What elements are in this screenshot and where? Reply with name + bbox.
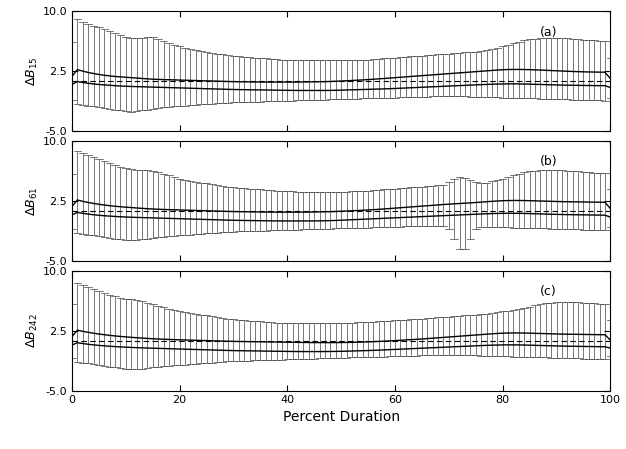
X-axis label: Percent Duration: Percent Duration — [282, 409, 400, 424]
Text: (b): (b) — [540, 155, 558, 168]
Y-axis label: $\Delta B_{15}$: $\Delta B_{15}$ — [24, 57, 39, 86]
Text: (a): (a) — [540, 26, 558, 39]
Y-axis label: $\Delta B_{242}$: $\Delta B_{242}$ — [24, 313, 39, 348]
Y-axis label: $\Delta B_{61}$: $\Delta B_{61}$ — [24, 186, 39, 216]
Text: (c): (c) — [540, 285, 557, 298]
